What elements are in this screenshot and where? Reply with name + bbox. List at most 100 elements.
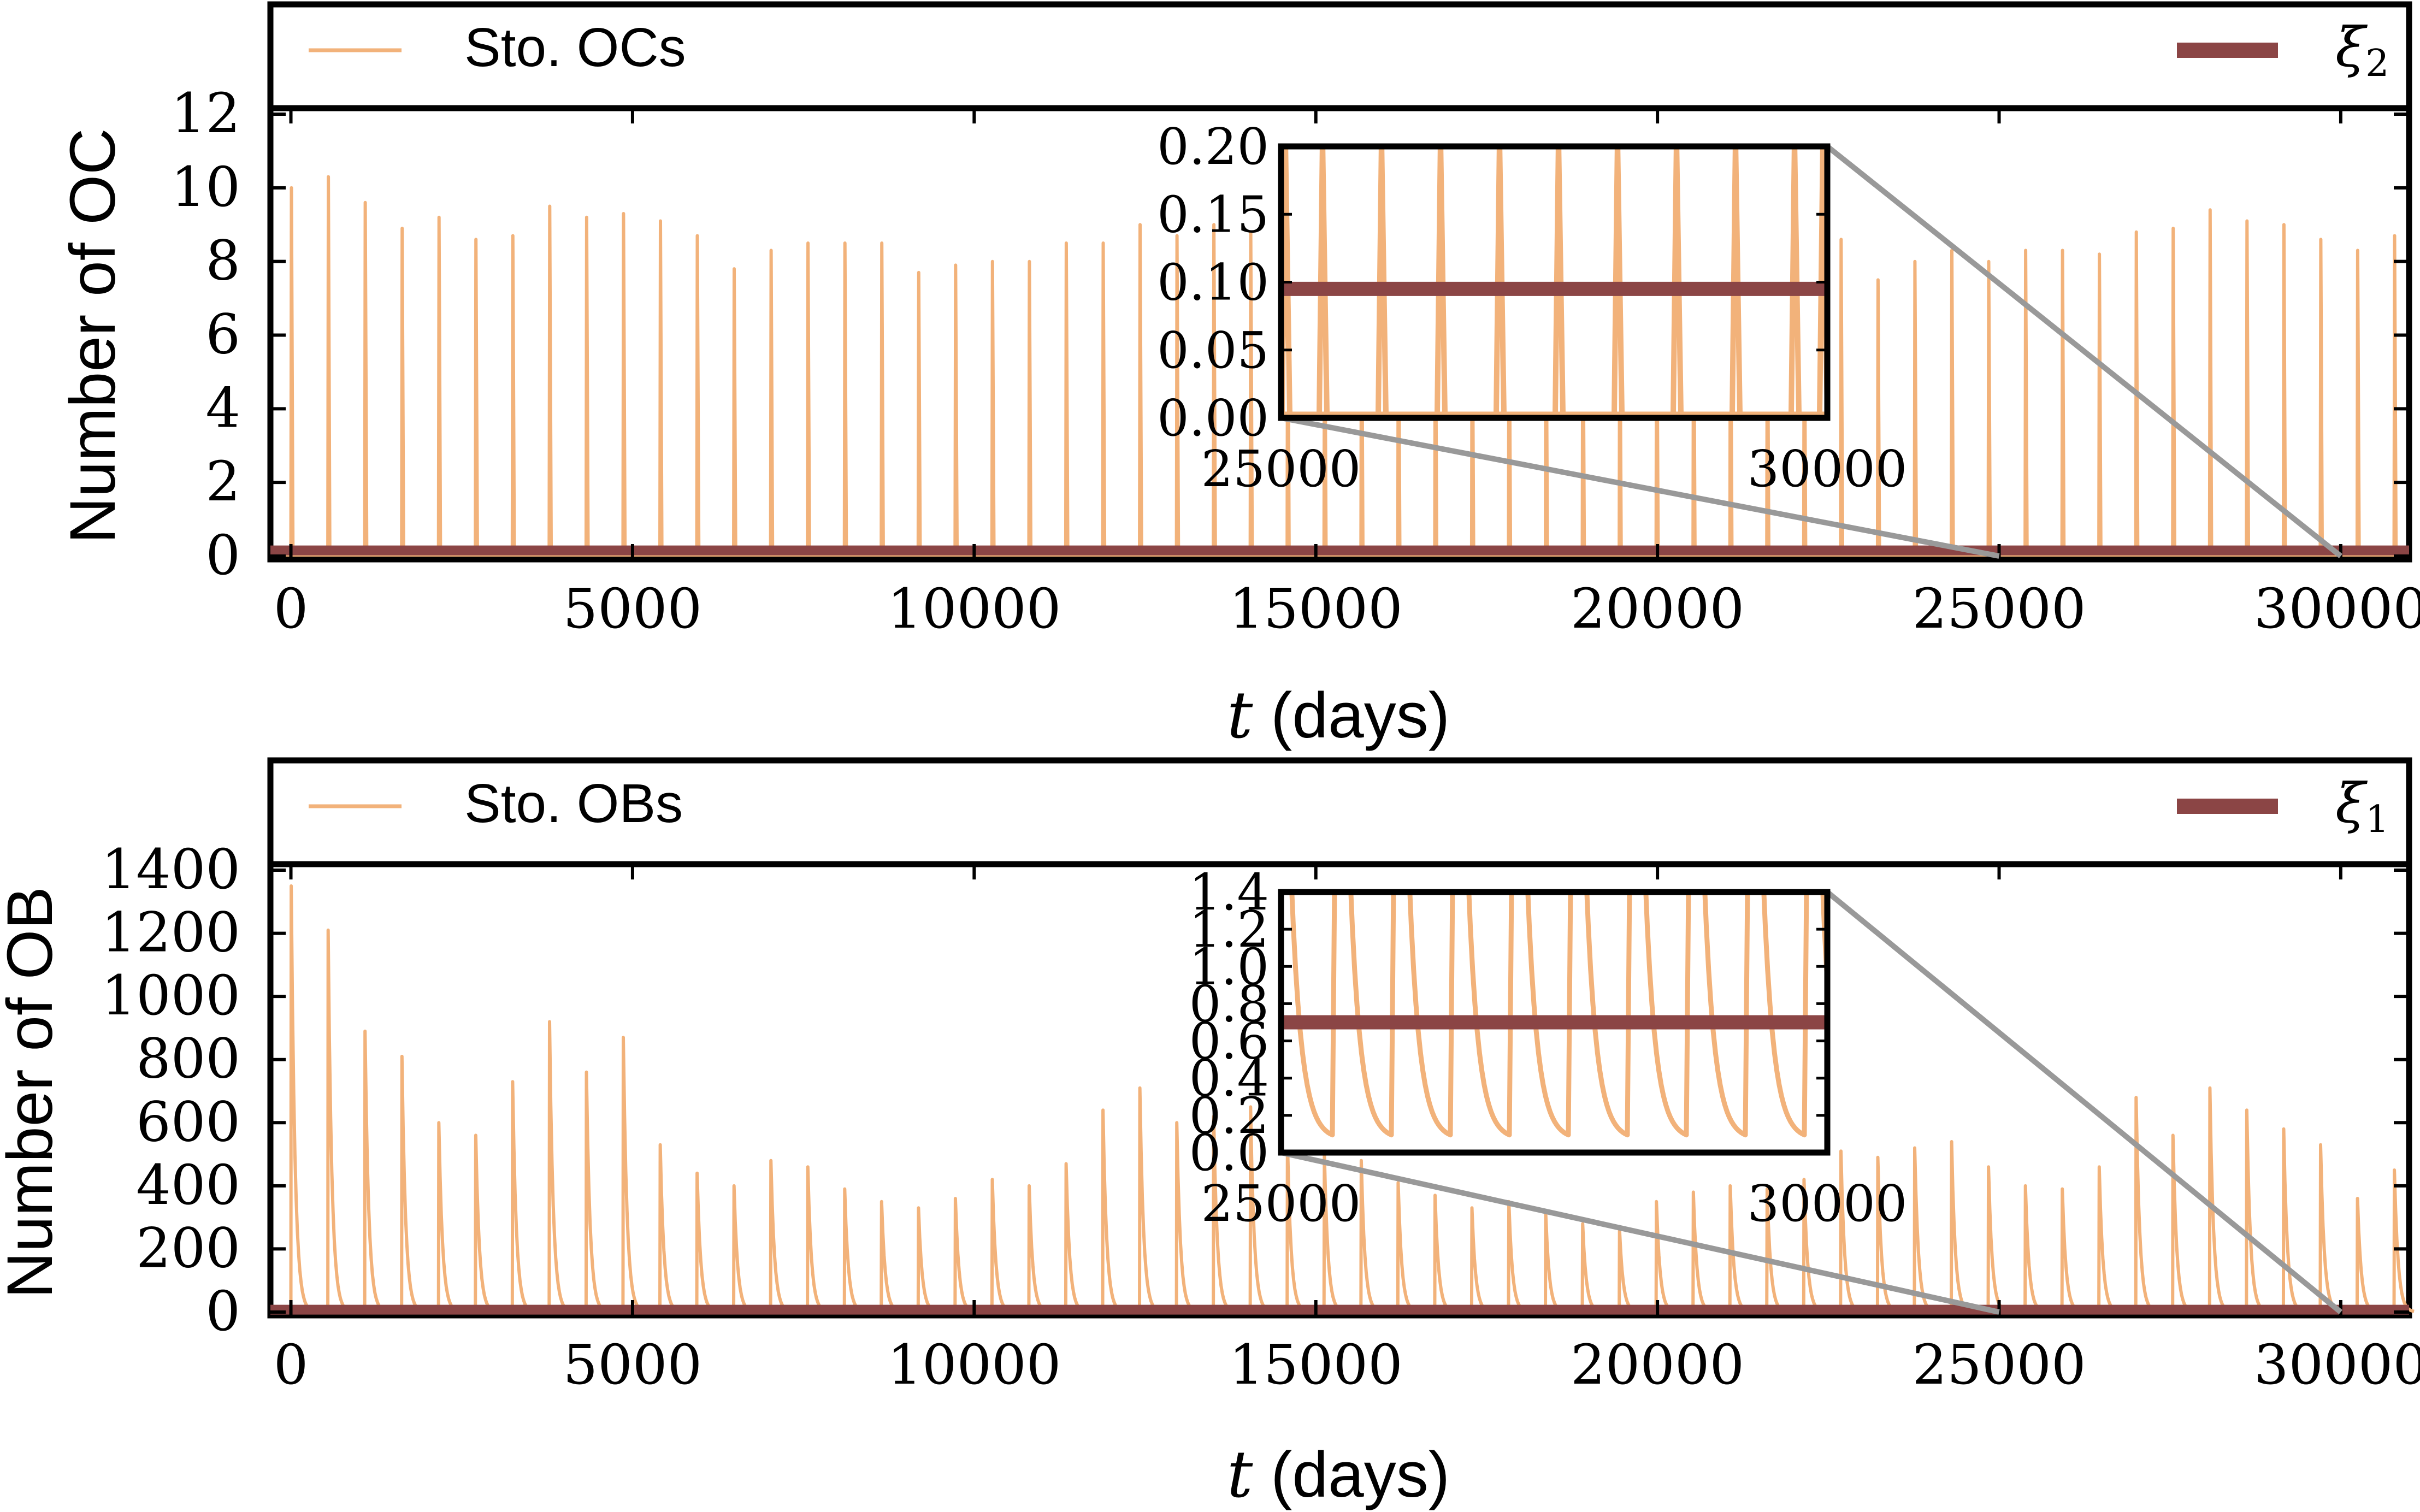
inset-top: 0.00 0.05 0.10 0.15 0.20 25000 30000 bbox=[1157, 117, 1907, 498]
spike-top-51 bbox=[2171, 227, 2176, 557]
spike-top-22 bbox=[1101, 241, 1107, 557]
inset-y-tick-label-bottom-7: 1.4 bbox=[1189, 863, 1269, 922]
spike-top-17 bbox=[916, 270, 922, 557]
inset-x-tick-label-bottom-1: 30000 bbox=[1748, 1174, 1908, 1233]
y-tick-label-top-1: 2 bbox=[205, 450, 240, 513]
spike-top-53 bbox=[2245, 219, 2251, 557]
spike-top-6 bbox=[510, 234, 516, 557]
x-tick-label-top-4: 20000 bbox=[1571, 577, 1744, 641]
zoom-line-left-top bbox=[1280, 415, 2000, 559]
inset-decay-bottom-8 bbox=[1761, 892, 1809, 1138]
y-tick-label-bottom-1: 200 bbox=[136, 1216, 240, 1280]
spike-top-24 bbox=[1174, 234, 1181, 557]
spike-top-45 bbox=[1950, 249, 1955, 557]
spike-top-48 bbox=[2060, 249, 2066, 557]
inset-decay-bottom-1 bbox=[1348, 892, 1396, 1138]
y-tick-label-bottom-0: 0 bbox=[205, 1279, 240, 1343]
legend-label-sto-ocs: Sto. OCs bbox=[464, 17, 686, 78]
spike-top-23 bbox=[1138, 223, 1143, 557]
y-axis-label-bottom: Number of OB bbox=[0, 887, 66, 1298]
x-axis-label-top: t (days) bbox=[1227, 677, 1450, 753]
zoom-line-left-bottom bbox=[1280, 1150, 2000, 1315]
spike-top-50 bbox=[2134, 230, 2140, 557]
x-tick-label-bottom-5: 25000 bbox=[1912, 1333, 2086, 1397]
x-tick-label-bottom-0: 0 bbox=[274, 1333, 309, 1397]
inset-y-tick-label-bottom-0: 0.0 bbox=[1189, 1124, 1269, 1182]
y-tick-label-bottom-7: 1400 bbox=[102, 837, 241, 901]
y-tick-label-bottom-6: 1200 bbox=[102, 901, 241, 965]
inset-spike-top-2 bbox=[1376, 146, 1389, 414]
x-tick-label-top-5: 25000 bbox=[1912, 577, 2086, 641]
inset-decay-bottom-2 bbox=[1407, 892, 1455, 1138]
inset-spike-top-1 bbox=[1317, 146, 1330, 414]
inset-decay-bottom-5 bbox=[1584, 892, 1632, 1138]
x-tick-label-bottom-4: 20000 bbox=[1571, 1333, 1744, 1397]
spike-top-9 bbox=[621, 212, 627, 557]
inset-y-tick-label-top-3: 0.15 bbox=[1157, 185, 1269, 244]
spike-top-26 bbox=[1248, 230, 1254, 557]
inset-spike-top-8 bbox=[1730, 146, 1743, 414]
inset-decay-bottom-7 bbox=[1702, 892, 1750, 1138]
y-tick-label-bottom-2: 400 bbox=[136, 1153, 240, 1217]
y-tick-label-bottom-4: 800 bbox=[136, 1027, 240, 1091]
x-tick-label-bottom-6: 30000 bbox=[2254, 1333, 2420, 1397]
y-tick-label-bottom-5: 1000 bbox=[102, 964, 241, 1027]
spike-top-42 bbox=[1839, 238, 1845, 557]
spike-top-1 bbox=[326, 175, 332, 557]
y-tick-label-top-0: 0 bbox=[205, 523, 240, 587]
spike-top-2 bbox=[363, 200, 369, 557]
spike-top-16 bbox=[880, 241, 885, 557]
spike-top-56 bbox=[2355, 249, 2361, 557]
x-axis-label-bottom: t (days) bbox=[1227, 1437, 1450, 1512]
spike-top-19 bbox=[990, 259, 996, 557]
spike-top-12 bbox=[732, 267, 737, 557]
x-axis-top: 0 5000 10000 15000 20000 25000 30000 bbox=[274, 108, 2420, 641]
spike-top-25 bbox=[1212, 223, 1217, 557]
top-panel: Sto. OCs ξ2 0 5000 10000 15000 20000 25000 300… bbox=[57, 1, 2420, 753]
x-axis-bottom: 0 5000 10000 15000 20000 25000 30000 bbox=[274, 864, 2420, 1397]
plot-area-bottom bbox=[270, 884, 2415, 1315]
legend-label-xi2: ξ2 bbox=[2335, 15, 2389, 85]
inset-decay-bottom-4 bbox=[1525, 892, 1573, 1138]
inset-spike-top-3 bbox=[1435, 146, 1448, 414]
inset-y-tick-label-bottom-4: 0.8 bbox=[1189, 974, 1269, 1033]
y-tick-label-top-6: 12 bbox=[171, 81, 240, 145]
inset-y-tick-label-bottom-5: 1.0 bbox=[1189, 937, 1269, 996]
inset-y-tick-label-top-0: 0.00 bbox=[1157, 389, 1269, 447]
zoom-connectors-bottom bbox=[1280, 890, 2343, 1315]
spike-top-46 bbox=[1986, 259, 1992, 557]
zoom-connectors-top bbox=[1280, 144, 2343, 559]
y-tick-label-top-3: 6 bbox=[205, 303, 240, 367]
inset-spike-top-4 bbox=[1494, 146, 1507, 414]
spike-top-54 bbox=[2281, 223, 2287, 557]
inset-decay-bottom-0 bbox=[1289, 892, 1337, 1138]
x-tick-label-top-2: 10000 bbox=[887, 577, 1061, 641]
spike-top-14 bbox=[806, 241, 811, 557]
spike-top-43 bbox=[1875, 278, 1881, 557]
inset-decay-bottom-9 bbox=[1820, 892, 1827, 1014]
inset-x-tick-label-bottom-0: 25000 bbox=[1201, 1174, 1361, 1233]
inset-y-tick-label-top-4: 0.20 bbox=[1157, 117, 1269, 176]
plot-area-top bbox=[270, 175, 2409, 557]
spike-top-0 bbox=[289, 186, 295, 557]
spike-top-5 bbox=[474, 238, 479, 557]
spike-top-21 bbox=[1064, 241, 1070, 557]
spike-top-7 bbox=[547, 204, 553, 557]
spike-top-15 bbox=[842, 241, 848, 557]
y-tick-label-bottom-3: 600 bbox=[136, 1090, 240, 1154]
inset-y-tick-label-top-1: 0.05 bbox=[1157, 321, 1269, 380]
inset-y-tick-label-bottom-6: 1.2 bbox=[1189, 900, 1269, 959]
spike-top-49 bbox=[2097, 252, 2103, 557]
inset-decay-bottom-3 bbox=[1466, 892, 1514, 1138]
inset-decay-bottom-6 bbox=[1643, 892, 1691, 1138]
inset-y-tick-label-bottom-1: 0.2 bbox=[1189, 1086, 1269, 1145]
spike-top-20 bbox=[1027, 259, 1033, 557]
spike-top-8 bbox=[584, 215, 590, 557]
y-tick-label-top-2: 4 bbox=[205, 376, 240, 440]
spike-top-4 bbox=[436, 215, 442, 557]
x-tick-label-bottom-1: 5000 bbox=[563, 1333, 703, 1397]
inset-frame-bottom bbox=[1278, 889, 1831, 1156]
inset-plot-bottom bbox=[1281, 892, 1827, 1138]
inset-spike-top-5 bbox=[1553, 146, 1566, 414]
